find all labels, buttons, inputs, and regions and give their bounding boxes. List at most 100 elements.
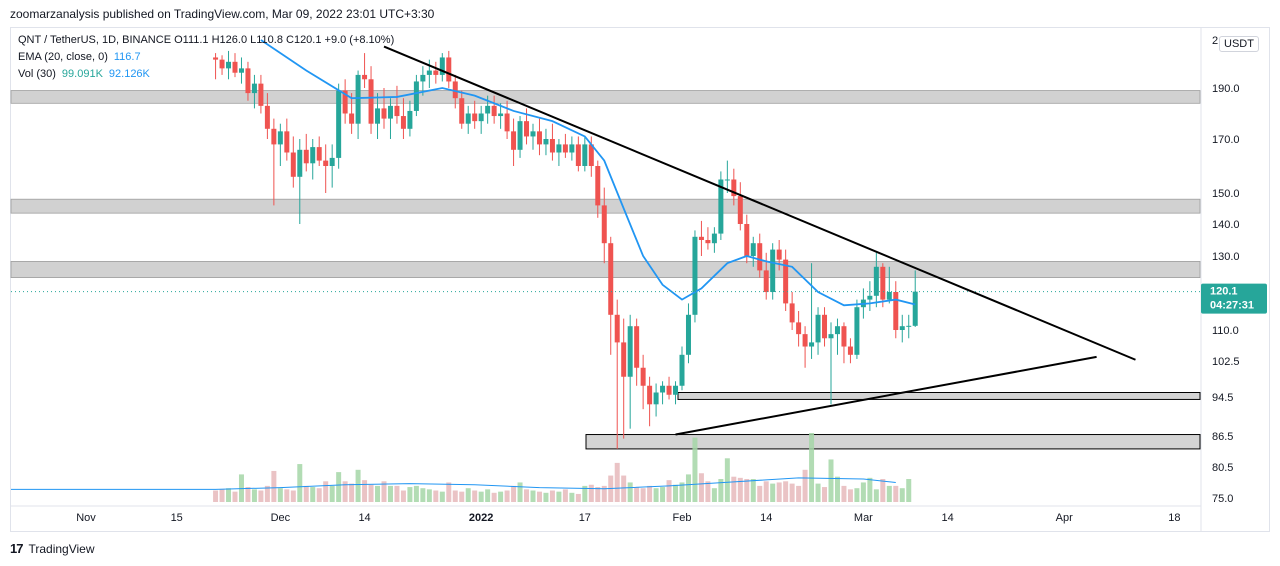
last-price-tag-bg bbox=[1201, 283, 1267, 314]
volume-bar bbox=[368, 484, 374, 502]
time-tick-label: 18 bbox=[1168, 512, 1180, 524]
volume-bar bbox=[640, 488, 646, 502]
volume-bar bbox=[549, 490, 555, 502]
volume-bar bbox=[303, 485, 309, 502]
price-zone bbox=[10, 90, 1201, 104]
candle-body bbox=[271, 128, 277, 145]
candle-body bbox=[634, 326, 640, 368]
ema-20-line bbox=[260, 39, 916, 307]
volume-bar bbox=[530, 490, 536, 502]
currency-badge[interactable]: USDT bbox=[1219, 36, 1259, 52]
candle-body bbox=[582, 144, 588, 166]
candle-body bbox=[452, 81, 458, 99]
time-tick-label: Nov bbox=[76, 512, 96, 524]
candle-body bbox=[750, 243, 756, 256]
candle-body bbox=[264, 105, 270, 129]
volume-bar bbox=[601, 485, 607, 502]
volume-bar bbox=[387, 485, 393, 502]
candle-body bbox=[251, 83, 257, 94]
candle-body bbox=[226, 61, 232, 69]
candle-body bbox=[258, 83, 264, 106]
volume-bar bbox=[277, 488, 283, 502]
volume-bar bbox=[776, 482, 782, 502]
tradingview-logo-icon: 17 bbox=[10, 541, 24, 556]
volume-bar bbox=[407, 487, 413, 502]
candle-body bbox=[796, 322, 802, 335]
candle-body bbox=[297, 149, 303, 177]
candle-body bbox=[608, 243, 614, 315]
price-tick-label: 102.5 bbox=[1212, 356, 1240, 368]
price-tick-label: 2 bbox=[1212, 35, 1218, 47]
candle-body bbox=[569, 144, 575, 153]
volume-bar bbox=[705, 481, 711, 502]
candle-body bbox=[724, 179, 730, 181]
volume-bar bbox=[420, 488, 426, 502]
candle-body bbox=[757, 243, 763, 271]
candle-body bbox=[556, 144, 562, 153]
volume-bar bbox=[433, 490, 439, 502]
volume-bar bbox=[679, 482, 685, 502]
volume-bar bbox=[815, 483, 821, 502]
volume-bar bbox=[452, 490, 458, 502]
ema-value: 116.7 bbox=[113, 51, 141, 63]
candle-body bbox=[303, 149, 309, 164]
candle-body bbox=[407, 110, 413, 129]
candle-body bbox=[685, 314, 691, 355]
chart-frame[interactable] bbox=[10, 27, 1270, 532]
candle-body bbox=[238, 68, 244, 73]
volume-bar bbox=[595, 487, 601, 502]
volume-bar bbox=[809, 433, 815, 502]
candle-body bbox=[873, 266, 879, 296]
volume-bar bbox=[757, 485, 763, 502]
time-tick-label: 15 bbox=[171, 512, 183, 524]
vol-label: Vol (30) bbox=[18, 68, 56, 80]
volume-bar bbox=[627, 482, 633, 502]
candle-body bbox=[219, 59, 225, 69]
volume-bar bbox=[828, 459, 834, 502]
candle-body bbox=[847, 346, 853, 355]
candle-body bbox=[906, 325, 912, 327]
candle-body bbox=[349, 113, 355, 124]
volume-bar bbox=[906, 479, 912, 502]
price-tick-label: 170.0 bbox=[1212, 134, 1240, 146]
candle-body bbox=[284, 131, 290, 153]
volume-bar bbox=[893, 485, 899, 502]
volume-bar bbox=[400, 490, 406, 502]
price-tick-label: 130.0 bbox=[1212, 251, 1240, 263]
volume-bar bbox=[562, 489, 568, 502]
price-tick-label: 94.5 bbox=[1212, 392, 1233, 404]
volume-ma bbox=[11, 477, 896, 490]
volume-bar bbox=[647, 485, 653, 502]
volume-bar bbox=[426, 489, 432, 502]
time-tick-label: 2022 bbox=[469, 512, 493, 524]
candle-body bbox=[763, 270, 769, 292]
candle-body bbox=[491, 105, 497, 117]
candle-body bbox=[368, 79, 374, 124]
volume-bar bbox=[342, 481, 348, 502]
candle-body bbox=[614, 314, 620, 343]
volume-bar bbox=[711, 488, 717, 502]
candle-body bbox=[867, 295, 873, 300]
candle-body bbox=[692, 236, 698, 315]
price-zone bbox=[10, 260, 1201, 278]
volume-bar bbox=[698, 473, 704, 502]
candle-body bbox=[472, 113, 478, 122]
volume-bar bbox=[226, 488, 232, 502]
volume-bars bbox=[213, 433, 912, 502]
volume-bar bbox=[582, 485, 588, 502]
candle-body bbox=[290, 152, 296, 177]
candle-body bbox=[433, 70, 439, 75]
candle-body bbox=[517, 121, 523, 150]
tradingview-footer[interactable]: 17 TradingView bbox=[10, 541, 95, 556]
candle-body bbox=[459, 98, 465, 124]
volume-bar bbox=[569, 492, 575, 502]
candle-body bbox=[776, 249, 782, 260]
candle-body bbox=[627, 326, 633, 377]
candle-body bbox=[705, 240, 711, 244]
time-tick-label: 17 bbox=[579, 512, 591, 524]
candle-body bbox=[213, 57, 219, 60]
candle-body bbox=[524, 121, 530, 137]
currency-badge-label: USDT bbox=[1224, 38, 1254, 50]
volume-bar bbox=[653, 488, 659, 502]
